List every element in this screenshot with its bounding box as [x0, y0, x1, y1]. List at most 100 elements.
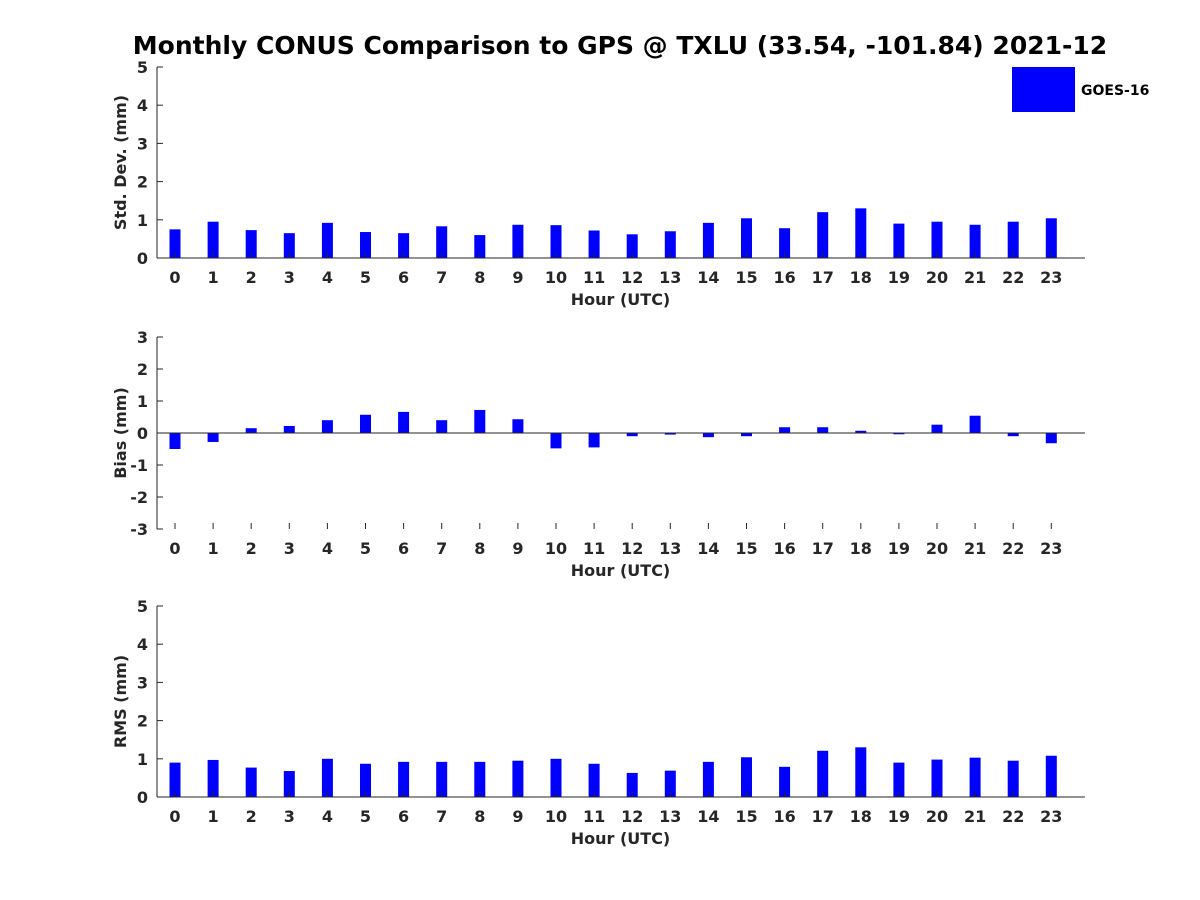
- rms-bar-hour-21: [969, 757, 981, 797]
- rms-y-tick-label: 3: [137, 673, 148, 692]
- bias-bar-hour-19: [893, 433, 905, 435]
- std-dev-x-tick-label: 23: [1040, 268, 1062, 287]
- bias-bar-hour-16: [779, 427, 791, 433]
- bias-x-tick-label: 19: [888, 539, 910, 558]
- bias-x-tick-label: 23: [1040, 539, 1062, 558]
- bias-x-tick-label: 15: [735, 539, 757, 558]
- std-dev-y-tick-label: 4: [137, 96, 148, 115]
- bias-x-tick-label: 12: [621, 539, 643, 558]
- std-dev-x-tick-label: 17: [812, 268, 834, 287]
- rms-x-tick-label: 21: [964, 807, 986, 826]
- rms-x-tick-label: 3: [284, 807, 295, 826]
- rms-bar-hour-22: [1007, 760, 1019, 797]
- bias-x-axis-label: Hour (UTC): [571, 561, 671, 580]
- std-dev-bar-hour-0: [169, 229, 181, 258]
- bias-bar-hour-9: [512, 419, 524, 433]
- bias-x-tick-label: 21: [964, 539, 986, 558]
- rms-x-tick-label: 15: [735, 807, 757, 826]
- std-dev-x-tick-label: 7: [436, 268, 447, 287]
- rms-bar-hour-3: [283, 771, 295, 797]
- std-dev-bar-hour-3: [283, 233, 295, 258]
- rms-x-axis-label: Hour (UTC): [571, 829, 671, 848]
- rms-x-tick-label: 12: [621, 807, 643, 826]
- rms-y-tick-label: 2: [137, 712, 148, 731]
- std-dev-bar-hour-1: [207, 221, 219, 258]
- std-dev-bar-hour-8: [474, 235, 486, 258]
- rms-bar-hour-7: [436, 761, 448, 797]
- bias-bar-hour-2: [245, 428, 257, 433]
- rms-x-tick-label: 17: [812, 807, 834, 826]
- rms-bar-hour-4: [321, 758, 333, 797]
- bias-bar-hour-7: [436, 420, 448, 433]
- bias-bar-hour-10: [550, 433, 562, 449]
- bias-bar-hour-6: [398, 411, 410, 433]
- std-dev-y-tick-label: 3: [137, 134, 148, 153]
- std-dev-bar-hour-20: [931, 221, 943, 258]
- rms-bar-hour-13: [664, 770, 676, 797]
- bias-y-tick-label: 3: [137, 328, 148, 347]
- rms-bar-hour-5: [360, 763, 371, 797]
- bias-x-tick-label: 6: [398, 539, 409, 558]
- bias-bar-hour-15: [741, 433, 752, 437]
- bias-y-tick-label: 1: [137, 392, 148, 411]
- rms-bar-hour-1: [207, 759, 219, 797]
- bias-x-tick-label: 1: [208, 539, 219, 558]
- std-dev-x-tick-label: 21: [964, 268, 986, 287]
- std-dev-x-tick-label: 1: [208, 268, 219, 287]
- rms-bar-hour-2: [245, 767, 257, 797]
- rms-bar-hour-15: [741, 757, 752, 797]
- bias-x-tick-label: 7: [436, 539, 447, 558]
- rms-bar-hour-16: [779, 766, 791, 797]
- std-dev-bar-hour-17: [817, 212, 829, 258]
- rms-bar-hour-23: [1045, 755, 1057, 797]
- std-dev-bar-hour-7: [436, 226, 448, 258]
- bias-y-tick-label: -2: [130, 488, 148, 507]
- rms-x-tick-label: 16: [773, 807, 795, 826]
- bias-x-tick-label: 4: [322, 539, 333, 558]
- bias-x-tick-label: 11: [583, 539, 605, 558]
- rms-bar-hour-9: [512, 760, 524, 797]
- rms-bar-hour-8: [474, 761, 486, 797]
- bias-x-tick-label: 22: [1002, 539, 1024, 558]
- rms-y-tick-label: 0: [137, 788, 148, 807]
- legend-label-goes-16: GOES-16: [1081, 83, 1149, 99]
- rms-bar-hour-20: [931, 759, 943, 797]
- rms-bar-hour-19: [893, 762, 905, 797]
- std-dev-bar-hour-15: [741, 218, 752, 258]
- std-dev-bar-hour-6: [398, 233, 410, 258]
- rms-y-axis-label: RMS (mm): [111, 655, 130, 748]
- std-dev-x-tick-label: 8: [474, 268, 485, 287]
- rms-bar-hour-18: [855, 747, 867, 797]
- std-dev-x-tick-label: 15: [735, 268, 757, 287]
- rms-x-tick-label: 1: [208, 807, 219, 826]
- bias-y-tick-label: -1: [130, 456, 148, 475]
- rms-y-tick-label: 4: [137, 635, 148, 654]
- bias-y-axis-label: Bias (mm): [111, 387, 130, 479]
- std-dev-bar-hour-2: [245, 230, 257, 258]
- bias-x-tick-label: 10: [545, 539, 567, 558]
- std-dev-x-tick-label: 9: [512, 268, 523, 287]
- rms-x-tick-label: 14: [697, 807, 719, 826]
- bias-x-tick-label: 16: [773, 539, 795, 558]
- bias-bar-hour-8: [474, 409, 486, 433]
- std-dev-x-tick-label: 22: [1002, 268, 1024, 287]
- chart-title: Monthly CONUS Comparison to GPS @ TXLU (…: [133, 31, 1107, 60]
- bias-x-tick-label: 2: [246, 539, 257, 558]
- std-dev-bar-hour-12: [626, 234, 638, 258]
- std-dev-y-axis-label: Std. Dev. (mm): [111, 95, 130, 230]
- bias-y-tick-label: 2: [137, 360, 148, 379]
- std-dev-x-tick-label: 4: [322, 268, 333, 287]
- bias-bar-hour-11: [588, 433, 600, 448]
- std-dev-bar-hour-22: [1007, 221, 1019, 258]
- bias-x-tick-label: 5: [360, 539, 371, 558]
- bias-bar-hour-22: [1007, 433, 1019, 437]
- std-dev-x-tick-label: 12: [621, 268, 643, 287]
- std-dev-bar-hour-23: [1045, 218, 1057, 258]
- bias-x-tick-label: 18: [850, 539, 872, 558]
- rms-bar-hour-6: [398, 761, 410, 797]
- std-dev-bar-hour-14: [702, 222, 714, 258]
- std-dev-x-tick-label: 14: [697, 268, 719, 287]
- rms-x-tick-label: 7: [436, 807, 447, 826]
- bias-x-tick-label: 9: [512, 539, 523, 558]
- std-dev-x-axis-label: Hour (UTC): [571, 290, 671, 309]
